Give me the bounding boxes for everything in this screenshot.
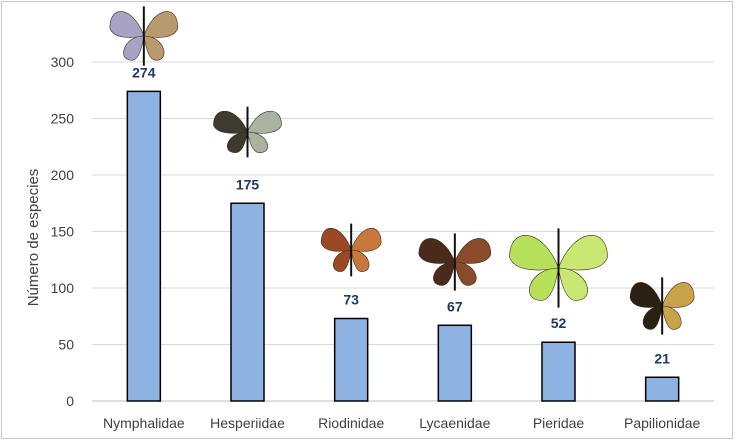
butterfly-wing	[213, 110, 248, 134]
x-tick-label: Papilionidae	[624, 415, 700, 431]
butterfly-wing	[226, 131, 248, 154]
data-label: 175	[236, 176, 260, 192]
x-tick-label: Pieridae	[533, 415, 585, 431]
butterfly-wing	[123, 35, 145, 61]
butterfly-wing	[350, 249, 370, 272]
butterfly-wing	[333, 249, 352, 272]
butterfly-photo-icon	[509, 228, 608, 308]
butterfly-wing	[661, 305, 682, 330]
bar-papilionidae	[644, 376, 680, 402]
butterfly-photo-icon	[109, 6, 179, 66]
x-tick-label: Hesperiidae	[210, 415, 285, 431]
butterfly-photo-icon	[320, 223, 382, 277]
butterfly-photo-icon	[213, 106, 282, 158]
butterfly-wing	[558, 235, 608, 271]
butterfly-wing	[642, 305, 663, 330]
bar-hesperiidae	[230, 202, 265, 402]
y-tick-label: 100	[51, 280, 75, 296]
y-tick-label: 250	[51, 111, 75, 127]
y-tick-label: 50	[58, 337, 74, 353]
butterfly-photo-icon	[629, 277, 695, 335]
butterfly-wing	[143, 35, 165, 61]
x-tick-label: Nymphalidae	[103, 415, 185, 431]
bar-lycaenidae	[437, 324, 473, 402]
butterfly-wing	[350, 227, 382, 252]
data-label: 274	[132, 64, 156, 80]
data-label: 21	[654, 350, 670, 366]
butterfly-wing	[454, 238, 492, 264]
bar-pieridae	[541, 341, 576, 402]
butterfly-wing	[247, 110, 282, 134]
data-label: 67	[447, 298, 463, 314]
butterfly-wing	[454, 261, 477, 286]
y-axis-title: Número de especies	[25, 169, 42, 307]
data-label: 52	[551, 315, 567, 331]
butterfly-wing	[433, 261, 456, 286]
butterfly-wing	[143, 11, 179, 38]
bar-riodinidae	[333, 317, 369, 402]
butterfly-wing	[558, 267, 588, 301]
butterfly-wing	[529, 267, 559, 301]
butterfly-photo-icon	[418, 233, 492, 291]
butterfly-wing	[320, 227, 352, 252]
butterfly-wing	[509, 235, 559, 271]
y-tick-label: 300	[51, 54, 75, 70]
butterfly-wing	[661, 282, 695, 308]
butterfly-wing	[109, 11, 145, 38]
x-tick-label: Lycaenidae	[419, 415, 490, 431]
butterfly-wing	[629, 282, 663, 308]
x-tick-label: Riodinidae	[318, 415, 384, 431]
data-label: 73	[343, 292, 359, 308]
y-tick-label: 200	[51, 167, 75, 183]
y-tick-label: 0	[66, 393, 74, 409]
y-tick-label: 150	[51, 224, 75, 240]
butterfly-wing	[247, 131, 269, 154]
butterfly-wing	[418, 238, 456, 264]
bar-nymphalidae	[126, 90, 162, 402]
